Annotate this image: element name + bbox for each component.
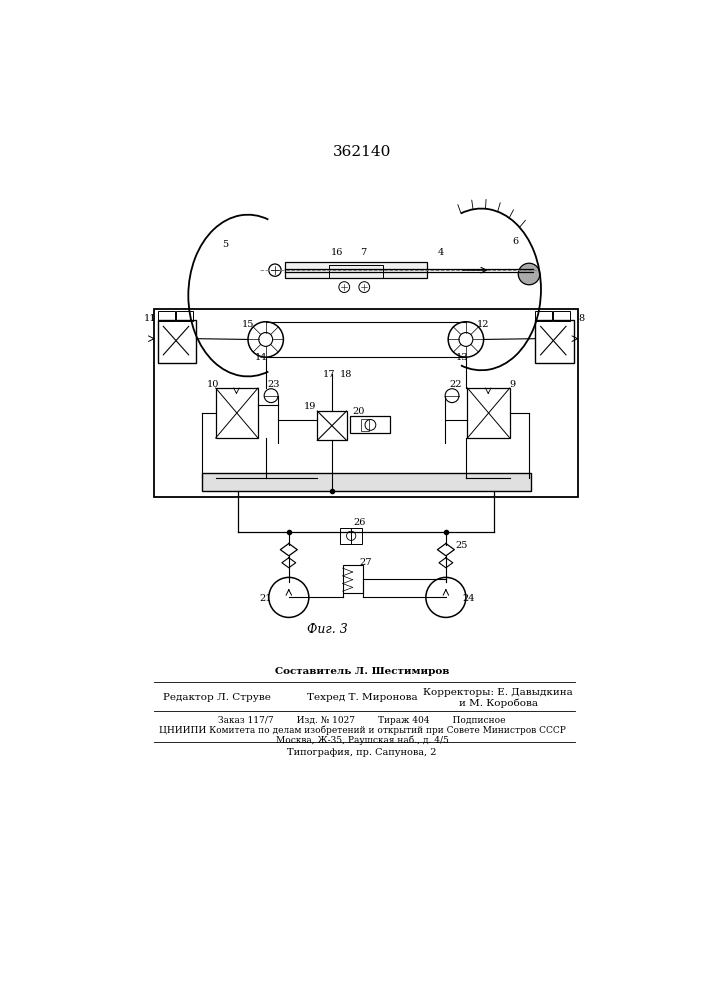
Text: 22: 22 <box>450 380 462 389</box>
Text: 18: 18 <box>339 370 352 379</box>
Bar <box>361 419 369 431</box>
Text: ЦНИИПИ Комитета по делам изобретений и открытий при Совете Министров СССР: ЦНИИПИ Комитета по делам изобретений и о… <box>158 726 566 735</box>
Text: 11: 11 <box>144 314 156 323</box>
Text: Составитель Л. Шестимиров: Составитель Л. Шестимиров <box>275 667 449 676</box>
Text: 17: 17 <box>322 370 335 379</box>
Text: Фиг. 3: Фиг. 3 <box>307 623 348 636</box>
Text: 12: 12 <box>477 320 489 329</box>
Bar <box>158 320 197 363</box>
Text: Техред Т. Миронова: Техред Т. Миронова <box>307 693 417 702</box>
Bar <box>216 388 258 438</box>
Bar <box>467 388 510 438</box>
Bar <box>553 311 570 321</box>
Bar <box>343 565 363 593</box>
Text: 15: 15 <box>242 320 255 329</box>
Text: 23: 23 <box>267 380 280 389</box>
Text: Корректоры: Е. Давыдкина: Корректоры: Е. Давыдкина <box>423 688 573 697</box>
Bar <box>158 311 175 321</box>
Bar <box>285 262 428 278</box>
Circle shape <box>518 263 540 285</box>
Text: 25: 25 <box>456 541 468 550</box>
Text: 16: 16 <box>330 248 343 257</box>
Text: 6: 6 <box>512 237 518 246</box>
Bar <box>535 320 573 363</box>
Text: 8: 8 <box>578 314 585 323</box>
Bar <box>317 411 346 440</box>
Text: 27: 27 <box>360 558 372 567</box>
Bar <box>201 473 532 491</box>
Text: Заказ 117/7        Изд. № 1027        Тираж 404        Подписное: Заказ 117/7 Изд. № 1027 Тираж 404 Подпис… <box>218 716 506 725</box>
Text: 5: 5 <box>223 240 228 249</box>
Text: 4: 4 <box>438 248 443 257</box>
Text: 20: 20 <box>352 407 364 416</box>
Text: 24: 24 <box>463 594 475 603</box>
Text: 13: 13 <box>456 353 468 362</box>
Bar <box>154 309 578 497</box>
Text: Типография, пр. Сапунова, 2: Типография, пр. Сапунова, 2 <box>287 748 437 757</box>
Text: 7: 7 <box>361 248 367 257</box>
Text: 10: 10 <box>207 380 220 389</box>
Text: 19: 19 <box>303 402 316 411</box>
Text: 21: 21 <box>259 594 272 603</box>
Bar <box>329 265 382 278</box>
Bar <box>340 528 362 544</box>
Text: 14: 14 <box>255 353 267 362</box>
Bar <box>535 311 552 321</box>
Bar <box>351 416 390 433</box>
Bar <box>175 311 192 321</box>
Text: Редактор Л. Струве: Редактор Л. Струве <box>163 693 271 702</box>
Text: 26: 26 <box>354 518 366 527</box>
Text: Москва, Ж-35, Раушская наб., д. 4/5: Москва, Ж-35, Раушская наб., д. 4/5 <box>276 736 448 745</box>
Text: и М. Коробова: и М. Коробова <box>459 699 538 708</box>
Text: 9: 9 <box>509 380 515 389</box>
Text: 362140: 362140 <box>333 145 391 159</box>
